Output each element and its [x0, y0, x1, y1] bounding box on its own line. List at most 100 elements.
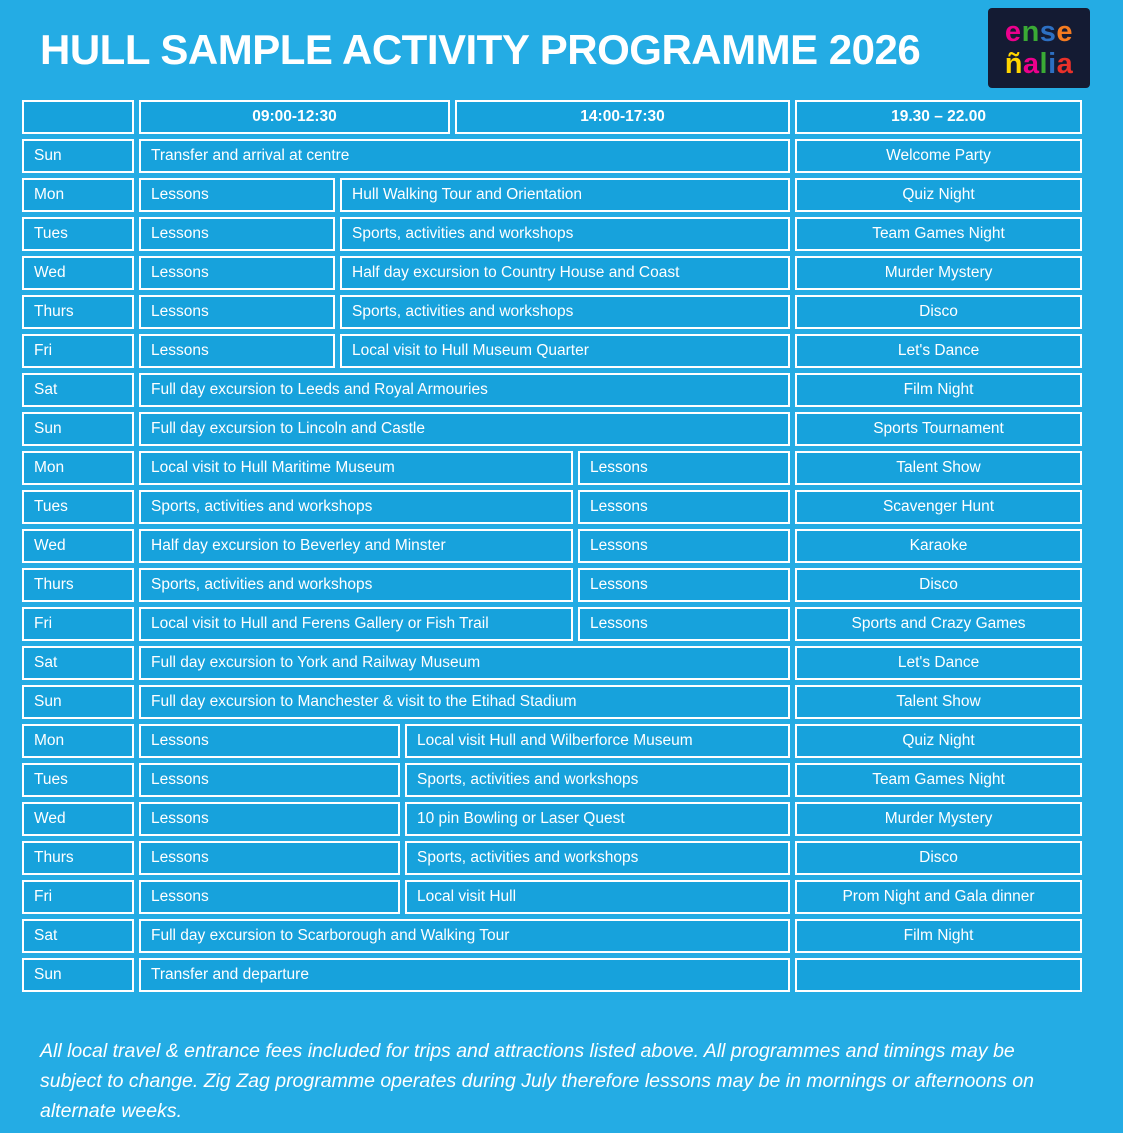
day-cell: Tues [22, 490, 134, 524]
logo-line-1: ense [1005, 16, 1073, 48]
day-cell: Tues [22, 763, 134, 797]
activity-cell: Lessons [578, 607, 791, 641]
table-row: Fri Lessons Local visit to Hull Museum Q… [22, 334, 1083, 368]
evening-cell: Film Night [795, 373, 1083, 407]
page-title: HULL SAMPLE ACTIVITY PROGRAMME 2026 [40, 26, 921, 73]
activity-cell: Local visit Hull and Wilberforce Museum [405, 724, 791, 758]
logo-letter: e [1004, 16, 1022, 48]
header-evening-slot: 19.30 – 22.00 [795, 100, 1083, 134]
table-row: Wed Lessons Half day excursion to Countr… [22, 256, 1083, 290]
activity-cell: Lessons [139, 802, 400, 836]
day-cell: Thurs [22, 295, 134, 329]
activity-cell: Sports, activities and workshops [405, 841, 791, 875]
activity-cell: Local visit to Hull Maritime Museum [139, 451, 574, 485]
activity-cell: Full day excursion to Scarborough and Wa… [139, 919, 791, 953]
evening-cell: Prom Night and Gala dinner [795, 880, 1083, 914]
evening-cell: Welcome Party [795, 139, 1083, 173]
evening-cell: Murder Mystery [795, 256, 1083, 290]
evening-cell: Team Games Night [795, 763, 1083, 797]
ensenalia-logo: ense ñalia [988, 8, 1090, 88]
activity-cell: Lessons [139, 334, 335, 368]
table-row: Sun Full day excursion to Lincoln and Ca… [22, 412, 1083, 446]
evening-cell: Quiz Night [795, 724, 1083, 758]
activity-cell: Full day excursion to Manchester & visit… [139, 685, 791, 719]
evening-cell: Disco [795, 295, 1083, 329]
evening-cell: Karaoke [795, 529, 1083, 563]
table-row: Thurs Lessons Sports, activities and wor… [22, 841, 1083, 875]
table-row: Wed Half day excursion to Beverley and M… [22, 529, 1083, 563]
table-header-row: 09:00-12:30 14:00-17:30 19.30 – 22.00 [22, 100, 1083, 134]
day-cell: Sat [22, 646, 134, 680]
activity-cell: Lessons [578, 490, 791, 524]
day-cell: Fri [22, 607, 134, 641]
table-row: Fri Lessons Local visit Hull Prom Night … [22, 880, 1083, 914]
day-cell: Sun [22, 958, 134, 992]
table-row: Thurs Lessons Sports, activities and wor… [22, 295, 1083, 329]
evening-cell: Film Night [795, 919, 1083, 953]
table-row: Tues Sports, activities and workshops Le… [22, 490, 1083, 524]
evening-cell: Sports Tournament [795, 412, 1083, 446]
activity-cell: Lessons [578, 529, 791, 563]
logo-letter: a [1022, 48, 1040, 80]
day-cell: Wed [22, 802, 134, 836]
evening-cell: Let's Dance [795, 646, 1083, 680]
day-cell: Sun [22, 685, 134, 719]
evening-cell: Team Games Night [795, 217, 1083, 251]
day-cell: Mon [22, 178, 134, 212]
day-cell: Tues [22, 217, 134, 251]
evening-cell: Talent Show [795, 685, 1083, 719]
activity-cell: Lessons [578, 568, 791, 602]
activity-cell: Local visit Hull [405, 880, 791, 914]
day-cell: Sat [22, 373, 134, 407]
activity-cell: Lessons [139, 256, 335, 290]
programme-table: 09:00-12:30 14:00-17:30 19.30 – 22.00 Su… [17, 95, 1087, 997]
activity-cell: Local visit to Hull Museum Quarter [340, 334, 791, 368]
day-cell: Thurs [22, 568, 134, 602]
table-row: Mon Lessons Hull Walking Tour and Orient… [22, 178, 1083, 212]
logo-letter: l [1039, 48, 1049, 80]
activity-cell: 10 pin Bowling or Laser Quest [405, 802, 791, 836]
footer-note: All local travel & entrance fees include… [40, 1040, 1034, 1123]
table-row: Thurs Sports, activities and workshops L… [22, 568, 1083, 602]
evening-cell: Disco [795, 841, 1083, 875]
logo-letter: a [1056, 48, 1074, 80]
evening-cell: Talent Show [795, 451, 1083, 485]
day-cell: Sat [22, 919, 134, 953]
header-empty-cell [22, 100, 134, 134]
day-cell: Thurs [22, 841, 134, 875]
activity-cell: Sports, activities and workshops [139, 490, 574, 524]
activity-cell: Lessons [578, 451, 791, 485]
header-morning-slot: 09:00-12:30 [139, 100, 451, 134]
activity-cell: Lessons [139, 295, 335, 329]
table-row: Fri Local visit to Hull and Ferens Galle… [22, 607, 1083, 641]
day-cell: Mon [22, 724, 134, 758]
evening-cell: Sports and Crazy Games [795, 607, 1083, 641]
table-row: Sun Full day excursion to Manchester & v… [22, 685, 1083, 719]
activity-cell: Lessons [139, 763, 400, 797]
logo-letter: n [1021, 16, 1040, 48]
activity-cell: Hull Walking Tour and Orientation [340, 178, 791, 212]
activity-cell: Lessons [139, 880, 400, 914]
activity-cell: Sports, activities and workshops [340, 295, 791, 329]
activity-cell: Lessons [139, 841, 400, 875]
table-row: Sat Full day excursion to York and Railw… [22, 646, 1083, 680]
evening-cell: Scavenger Hunt [795, 490, 1083, 524]
day-cell: Wed [22, 529, 134, 563]
day-cell: Wed [22, 256, 134, 290]
evening-cell: Murder Mystery [795, 802, 1083, 836]
day-cell: Sun [22, 139, 134, 173]
table-row: Sat Full day excursion to Scarborough an… [22, 919, 1083, 953]
table-row: Sat Full day excursion to Leeds and Roya… [22, 373, 1083, 407]
logo-letter: i [1048, 48, 1057, 80]
activity-cell: Full day excursion to Lincoln and Castle [139, 412, 791, 446]
activity-cell: Full day excursion to York and Railway M… [139, 646, 791, 680]
activity-cell: Sports, activities and workshops [340, 217, 791, 251]
table-row: Tues Lessons Sports, activities and work… [22, 763, 1083, 797]
logo-letter: s [1039, 16, 1057, 48]
activity-cell: Lessons [139, 217, 335, 251]
logo-line-2: ñalia [1005, 48, 1074, 80]
table-row: Tues Lessons Sports, activities and work… [22, 217, 1083, 251]
activity-cell: Transfer and arrival at centre [139, 139, 791, 173]
evening-cell [795, 958, 1083, 992]
